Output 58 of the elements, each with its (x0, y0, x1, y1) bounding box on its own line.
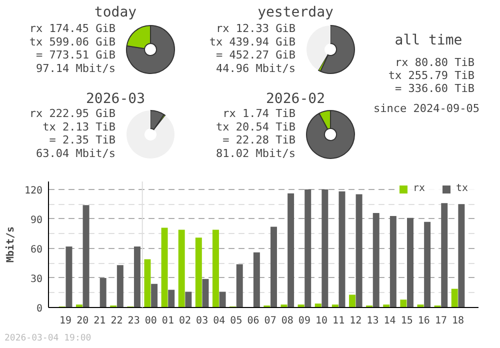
text: rx 1.74 TiB (222, 107, 296, 120)
text: tx 20.54 TiB (216, 120, 296, 134)
x-tick-label: 20 (76, 316, 89, 326)
text: tx 2.13 TiB (42, 120, 116, 134)
text: = 22.28 TiB (222, 134, 296, 147)
text: since 2024-09-05 (374, 102, 480, 115)
legend-label: tx (456, 183, 470, 194)
x-tick-label: 08 (281, 316, 294, 326)
text: rx 222.95 GiB (29, 107, 116, 120)
x-tick-label: 18 (452, 316, 464, 326)
text: = 2.35 TiB (49, 134, 116, 147)
text: = 773.51 GiB (36, 48, 116, 62)
text: 44.96 Mbit/s (216, 62, 296, 75)
text: all time (394, 32, 462, 48)
x-tick-label: 09 (298, 316, 310, 326)
text: = 452.27 GiB (216, 48, 296, 62)
x-tick-label: 07 (264, 316, 276, 326)
text: tx 255.79 TiB (388, 69, 475, 82)
y-tick-label: 60 (30, 244, 43, 256)
x-tick-label: 01 (162, 316, 174, 326)
x-tick-label: 05 (230, 316, 242, 326)
text: tx 599.06 GiB (29, 35, 116, 48)
x-tick-label: 11 (332, 316, 345, 326)
text: = 336.60 TiB (395, 82, 475, 95)
x-tick-label: 03 (196, 316, 208, 326)
text: rx 174.45 GiB (29, 22, 116, 35)
text: rx 12.33 GiB (216, 22, 296, 35)
text: 97.14 Mbit/s (36, 62, 116, 75)
x-tick-label: 15 (400, 316, 413, 326)
text: tx 439.94 GiB (209, 35, 296, 48)
y-tick-label: 120 (24, 185, 42, 196)
x-tick-label: 14 (384, 316, 396, 326)
legend-label: rx (413, 183, 426, 194)
text: rx 80.80 TiB (395, 56, 475, 69)
y-tick-label: 90 (30, 214, 43, 226)
y-tick-label: 30 (30, 274, 43, 285)
x-tick-label: 17 (434, 316, 447, 326)
x-tick-label: 22 (110, 316, 123, 326)
x-tick-label: 23 (128, 316, 140, 326)
x-tick-label: 00 (144, 316, 157, 326)
x-tick-label: 02 (178, 316, 192, 326)
y-tick-label: 0 (36, 304, 43, 314)
x-tick-label: 21 (94, 316, 106, 326)
chart-title: today (94, 4, 137, 20)
x-tick-label: 12 (350, 316, 362, 326)
x-tick-label: 13 (366, 316, 379, 326)
chart-title: 2026-03 (86, 91, 146, 107)
x-tick-label: 06 (247, 316, 260, 326)
text: 81.02 Mbit/s (216, 146, 296, 160)
chart-title: 2026-02 (266, 91, 326, 107)
x-tick-label: 04 (213, 316, 226, 326)
y-axis-title: Mbit/s (4, 226, 16, 263)
text: 63.04 Mbit/s (36, 146, 116, 160)
x-tick-label: 19 (60, 316, 72, 326)
x-tick-label: 16 (418, 316, 430, 326)
x-tick-label: 10 (315, 316, 328, 326)
chart-title: yesterday (258, 4, 334, 20)
text: 2026-03-04 19:00 (4, 334, 92, 344)
